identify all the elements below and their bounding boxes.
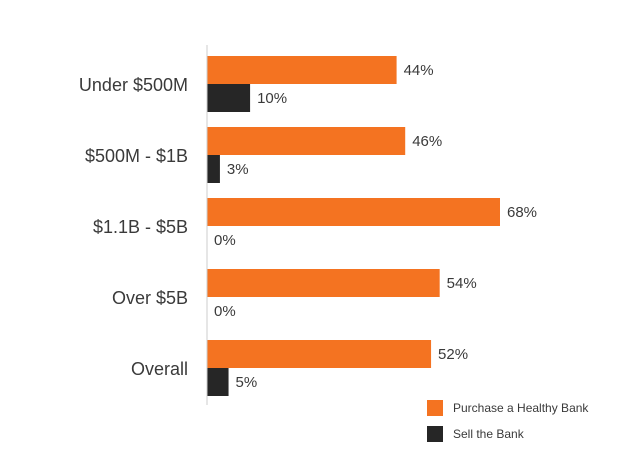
- data-label: 46%: [412, 133, 442, 150]
- data-label: 5%: [236, 374, 258, 391]
- bars-group: [207, 56, 500, 396]
- category-label: Overall: [131, 359, 188, 379]
- bar-purchase: [207, 340, 432, 368]
- bar-purchase: [207, 269, 440, 297]
- category-label: $500M - $1B: [85, 146, 188, 166]
- data-label: 54%: [447, 275, 477, 292]
- legend: Purchase a Healthy Bank Sell the Bank: [427, 400, 589, 442]
- category-label: $1.1B - $5B: [93, 217, 188, 237]
- data-label: 68%: [507, 204, 537, 221]
- data-label: 10%: [257, 90, 287, 107]
- data-label: 0%: [214, 232, 236, 249]
- legend-label: Purchase a Healthy Bank: [453, 401, 589, 415]
- data-label: 0%: [214, 303, 236, 320]
- labels-group: Under $500M 44% 10% $500M - $1B 46% 3% $1.1B -…: [79, 62, 537, 391]
- bar-purchase: [207, 56, 397, 84]
- data-label: 3%: [227, 161, 249, 178]
- legend-label: Sell the Bank: [453, 427, 525, 441]
- legend-swatch: [427, 400, 443, 416]
- data-label: 44%: [404, 62, 434, 79]
- category-label: Under $500M: [79, 75, 188, 95]
- legend-swatch: [427, 426, 443, 442]
- bar-purchase: [207, 198, 500, 226]
- bar-sell: [207, 155, 220, 183]
- bar-purchase: [207, 127, 406, 155]
- bar-sell: [207, 368, 229, 396]
- category-label: Over $5B: [112, 288, 188, 308]
- bar-sell: [207, 84, 251, 112]
- data-label: 52%: [438, 346, 468, 363]
